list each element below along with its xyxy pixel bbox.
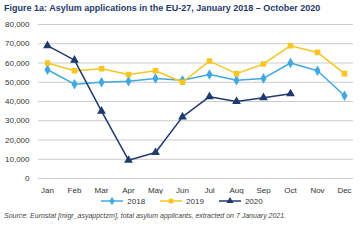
html-text:2019: 2019 — [186, 196, 204, 206]
svg-text:Feb: Feb — [68, 186, 82, 194]
svg-text:Jun: Jun — [176, 186, 189, 194]
svg-text:Jul: Jul — [204, 186, 214, 194]
svg-text:May: May — [148, 186, 163, 194]
svg-text:0: 0 — [25, 174, 30, 183]
svg-text:Mar: Mar — [95, 186, 109, 194]
html-text:2018: 2018 — [127, 196, 146, 206]
svg-text:Nov: Nov — [310, 186, 324, 194]
svg-text:40,000: 40,000 — [5, 97, 30, 106]
svg-text:Dec: Dec — [337, 186, 351, 194]
svg-text:50,000: 50,000 — [5, 78, 30, 87]
svg-text:80,000: 80,000 — [5, 20, 30, 29]
html-text:Figure 1a: Asylum applications: Figure 1a: Asylum applications in the EU… — [4, 3, 321, 13]
svg-text:60,000: 60,000 — [5, 59, 30, 68]
svg-text:20,000: 20,000 — [5, 136, 30, 145]
svg-text:Apr: Apr — [122, 186, 135, 194]
svg-text:30,000: 30,000 — [5, 116, 30, 125]
html-text:2020: 2020 — [244, 196, 263, 206]
svg-text:Aug: Aug — [229, 186, 243, 194]
svg-text:Oct: Oct — [284, 186, 297, 194]
svg-text:70,000: 70,000 — [5, 39, 30, 48]
svg-text:Jan: Jan — [41, 186, 54, 194]
svg-text:Sep: Sep — [256, 186, 271, 194]
html-text:Source: Eurostat [migr_asyappc: Source: Eurostat [migr_asyappctzm], tota… — [4, 212, 287, 219]
svg-text:10,000: 10,000 — [5, 155, 30, 164]
